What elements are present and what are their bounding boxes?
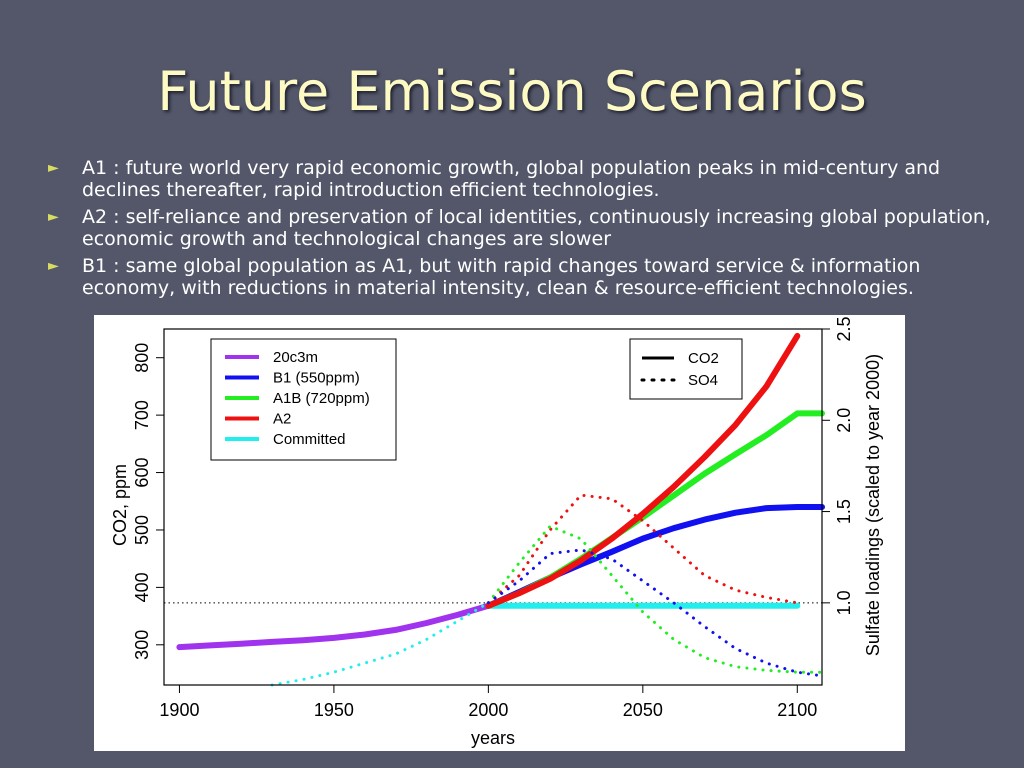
series-b1-550ppm-co2 [485, 504, 825, 609]
x-tick-label-2100: 2100 [777, 700, 817, 720]
triangle-bullet-icon: ► [48, 160, 59, 176]
legend-label-a2: A2 [273, 411, 291, 428]
y-tick-label-300: 300 [132, 630, 152, 660]
x-tick-label-1950: 1950 [314, 700, 354, 720]
legend-label-so4: SO4 [688, 372, 718, 389]
legend-label-b1-550ppm: B1 (550ppm) [273, 370, 360, 387]
y2-tick-label-2-5: 2.5 [834, 316, 854, 341]
axis-layer: 1900 1950 2000 2050 2100 300 400 500 600 700 800 1.… [132, 316, 854, 720]
x-tick-label-1900: 1900 [159, 700, 199, 720]
y-tick-label-600: 600 [132, 458, 152, 488]
bullet-text-a2: A2 : self-reliance and preservation of l… [82, 206, 991, 250]
series-layer [164, 332, 825, 687]
triangle-bullet-icon: ► [48, 258, 59, 274]
y2-tick-label-1-5: 1.5 [834, 499, 854, 524]
bullet-item-a1: ► A1 : future world very rapid economic … [46, 157, 996, 201]
series-a2-co2 [485, 332, 801, 609]
series-a1b-720ppm-so4 [486, 524, 824, 674]
x-tick-label-2050: 2050 [623, 700, 663, 720]
y2-axis-label: Sulfate loadings (scaled to year 2000) [863, 354, 883, 656]
bullet-item-b1: ► B1 : same global population as A1, but… [46, 255, 996, 299]
y-tick-label-800: 800 [132, 343, 152, 373]
series-a2-so4 [486, 493, 799, 605]
bullet-list: ► A1 : future world very rapid economic … [46, 157, 996, 304]
y-axis-label: CO2, ppm [110, 464, 130, 546]
legend-label-20c3m: 20c3m [273, 349, 318, 366]
x-tick-label-2000: 2000 [468, 700, 508, 720]
y2-tick-label-1-0: 1.0 [834, 590, 854, 615]
x-axis-label: years [471, 728, 515, 748]
scenario-legend: 20c3m B1 (550ppm) A1B (720ppm) A2 Committed [210, 338, 397, 461]
y2-tick-label-2-0: 2.0 [834, 408, 854, 433]
y-tick-label-400: 400 [132, 572, 152, 602]
bullet-text-b1: B1 : same global population as A1, but w… [82, 255, 921, 299]
plot-frame [163, 328, 823, 686]
emission-chart: 1900 1950 2000 2050 2100 300 400 500 600 700 800 1.… [94, 315, 905, 751]
y-tick-label-700: 700 [132, 400, 152, 430]
triangle-bullet-icon: ► [48, 209, 59, 225]
series-b1-550ppm-so4 [486, 548, 824, 678]
legend-label-committed: Committed [273, 431, 346, 448]
series-20c3m-co2 [176, 602, 492, 651]
bullet-text-a1: A1 : future world very rapid economic gr… [82, 157, 941, 201]
bullet-item-a2: ► A2 : self-reliance and preservation of… [46, 206, 996, 250]
slide-title: Future Emission Scenarios [157, 60, 867, 123]
legend-label-a1b-720ppm: A1B (720ppm) [273, 390, 370, 407]
legend-label-co2: CO2 [688, 350, 719, 367]
quantity-legend-box [629, 338, 743, 400]
y-tick-label-500: 500 [132, 515, 152, 545]
emission-chart-svg: 1900 1950 2000 2050 2100 300 400 500 600 700 800 1.… [110, 316, 883, 748]
